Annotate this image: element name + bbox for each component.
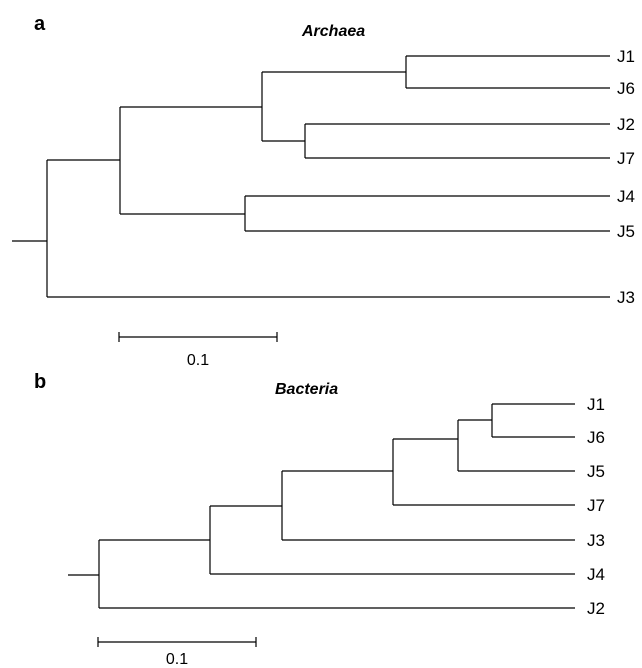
leaf-label: J4 <box>587 565 605 584</box>
panel-a-scale-bar: 0.1 <box>118 332 278 369</box>
leaf-label: J4 <box>617 187 635 206</box>
leaf-label: J3 <box>587 531 605 550</box>
leaf-label: J7 <box>617 149 635 168</box>
leaf-label: J2 <box>587 599 605 618</box>
leaf-label: J3 <box>617 288 635 307</box>
leaf-label: J1 <box>587 395 605 414</box>
panel-b-leaf-labels: J1 J6 J5 J7 J3 J4 J2 <box>587 395 605 618</box>
panel-b-letter: b <box>34 371 46 393</box>
leaf-label: J2 <box>617 115 635 134</box>
panel-b-scale-bar: 0.1 <box>97 637 257 668</box>
panel-a-tree <box>12 55 610 298</box>
leaf-label: J6 <box>617 79 635 98</box>
leaf-label: J1 <box>617 47 635 66</box>
leaf-label: J6 <box>587 428 605 447</box>
panel-a-leaf-labels: J1 J6 J2 J7 J4 J5 J3 <box>617 47 635 307</box>
leaf-label: J7 <box>587 496 605 515</box>
panel-b: b Bacteria <box>34 371 605 668</box>
leaf-label: J5 <box>617 222 635 241</box>
panel-b-tree <box>68 403 575 609</box>
panel-a-title: Archaea <box>301 23 365 40</box>
panel-b-title: Bacteria <box>275 381 338 398</box>
scale-bar-label: 0.1 <box>166 651 188 668</box>
scale-bar-label: 0.1 <box>187 352 209 369</box>
panel-a-letter: a <box>34 13 46 35</box>
leaf-label: J5 <box>587 462 605 481</box>
panel-a: a Archaea <box>12 13 635 369</box>
